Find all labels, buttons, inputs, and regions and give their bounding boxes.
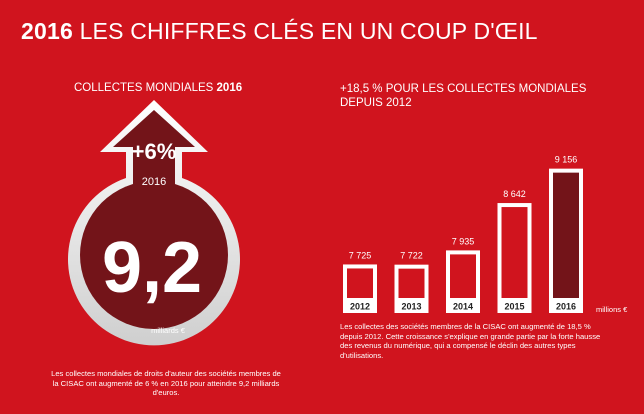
value-label-2015: 8 642 [503,189,526,199]
value-label-2014: 7 935 [452,236,475,246]
right-description: Les collectes des sociétés membres de la… [340,322,601,360]
category-label-2013: 2013 [401,302,421,312]
category-label-2012: 2012 [350,302,370,312]
value-label-2012: 7 725 [349,250,372,260]
bar-inner-2012 [347,268,373,298]
right-section-header: +18,5 % POUR LES COLLECTES MONDIALES DEP… [340,83,587,109]
left-section-header: COLLECTES MONDIALES 2016 [74,82,243,94]
growth-label: +6% [132,139,177,164]
bar-inner-2016 [553,172,579,298]
value-circle [80,181,228,329]
category-label-2015: 2015 [504,302,524,312]
left-description: Les collectes mondiales de droits d'aute… [51,369,281,397]
bar-inner-2015 [501,207,528,298]
value-label-2016: 9 156 [555,155,578,165]
collections-bar-chart: 2012 7 725 2013 7 722 2014 7 935 2015 8 642 2016… [343,155,583,313]
bar-inner-2013 [398,268,425,298]
category-label-2014: 2014 [453,302,473,312]
category-label-2016: 2016 [556,302,576,312]
total-unit: milliards € [151,326,186,335]
value-label-2013: 7 722 [400,251,423,261]
total-value: 9,2 [102,228,202,308]
unit-label: millions € [596,305,628,314]
growth-badge: +6% 2016 9,2 milliards € [68,100,241,346]
arrow-stem [133,180,175,190]
bar-inner-2014 [450,254,476,298]
page-title: 2016 LES CHIFFRES CLÉS EN UN COUP D'ŒIL [21,18,538,44]
badge-year: 2016 [142,176,166,188]
arrow-shape [113,110,195,190]
